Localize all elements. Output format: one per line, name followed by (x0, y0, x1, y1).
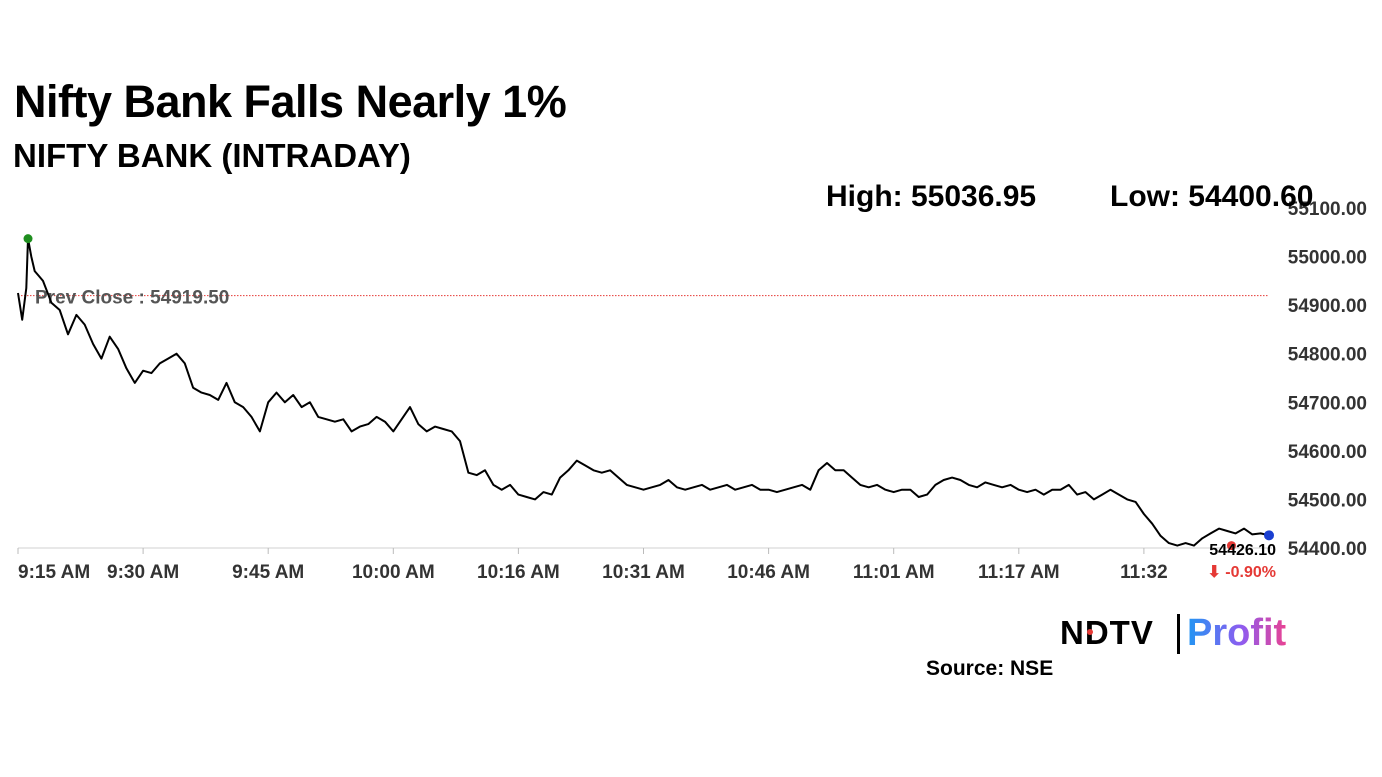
x-ticks: 9:15 AM 9:30 AM 9:45 AM 10:00 AM 10:16 AM 10:… (17, 548, 1168, 583)
prev-close-label: Prev Close : 54919.50 (35, 288, 229, 309)
y-tick-label: 54500.00 (1288, 490, 1367, 511)
x-tick-label: 10:00 AM (352, 562, 435, 583)
logo-profit-text: Profit (1187, 612, 1287, 654)
high-value: High: 55036.95 (826, 180, 1037, 213)
chart-subtitle: NIFTY BANK (INTRADAY) (13, 137, 411, 174)
y-tick-label: 54800.00 (1288, 345, 1367, 366)
change-label: ⬇ -0.90% (1207, 564, 1276, 581)
high-marker (23, 234, 33, 244)
x-tick-label: 11:01 AM (853, 562, 935, 583)
logo-dot-icon (1087, 629, 1093, 635)
y-tick-label: 54600.00 (1288, 442, 1367, 463)
chart-title: Nifty Bank Falls Nearly 1% (14, 76, 567, 127)
y-tick-label: 55000.00 (1288, 248, 1367, 269)
x-tick-label: 10:46 AM (727, 562, 810, 583)
price-line (17, 237, 1270, 547)
last-marker (1264, 530, 1274, 541)
x-tick-label: 9:30 AM (107, 562, 179, 583)
x-tick-label: 10:16 AM (477, 562, 560, 583)
last-value-label: 54426.10 (1209, 542, 1276, 559)
y-tick-label: 54900.00 (1288, 296, 1367, 317)
x-tick-label: 10:31 AM (602, 562, 685, 583)
x-tick-label: 11:17 AM (978, 562, 1060, 583)
y-ticks: 54400.00 54500.00 54600.00 54700.00 54800.00… (1288, 199, 1367, 560)
low-marker (1226, 541, 1236, 551)
x-tick-label: 9:45 AM (232, 562, 304, 583)
y-tick-label: 55100.00 (1288, 199, 1367, 220)
logo-separator (1177, 614, 1180, 654)
x-tick-label: 9:15 AM (18, 562, 90, 583)
logo-ndtv-text: NDTV (1060, 614, 1154, 651)
y-tick-label: 54700.00 (1288, 393, 1367, 414)
y-tick-label: 54400.00 (1288, 539, 1367, 560)
low-value: Low: 54400.60 (1110, 180, 1314, 213)
x-tick-label: 11:32 (1120, 562, 1168, 583)
source-note: Source: NSE (926, 657, 1054, 680)
